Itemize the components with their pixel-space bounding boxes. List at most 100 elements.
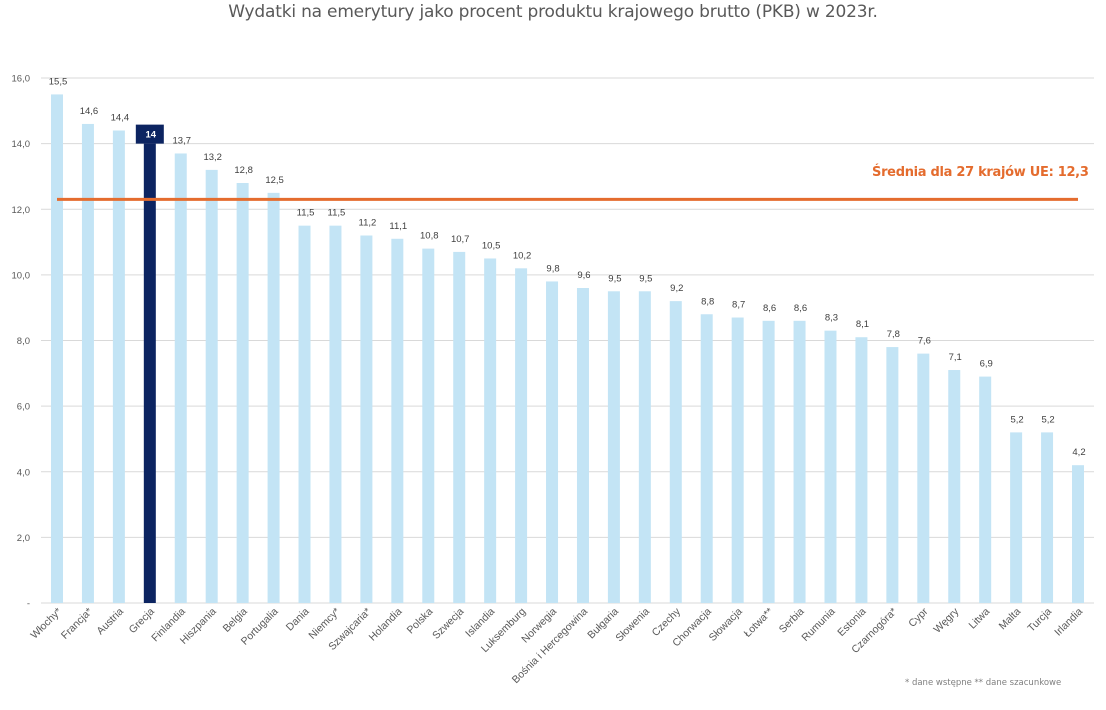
average-line-label: Średnia dla 27 krajów UE: 12,3 [872,165,1089,180]
bar [886,347,899,603]
value-label: 7,8 [887,329,900,340]
x-tick-label: Węgry [931,605,961,635]
bar [484,258,497,603]
y-tick-label: 6,0 [17,402,30,413]
y-axis-ticks: - 2,0 4,0 6,0 8,0 10,0 12,0 14,0 16,0 [12,74,31,610]
bar [855,337,868,603]
x-tick-label: Szwecja [430,606,466,642]
value-label: 9,2 [670,283,683,294]
value-label: 8,1 [856,319,869,330]
x-tick-label: Malta [997,606,1024,633]
bar [51,94,63,603]
value-label: 8,6 [763,303,776,314]
x-tick-label: Cypr [906,605,931,630]
value-label: 11,1 [389,221,407,232]
bar [1072,465,1084,603]
x-tick-label: Łotwa** [742,606,776,640]
bar [669,301,682,603]
value-label: 9,8 [546,263,559,274]
x-tick-label: Belgia [221,606,250,635]
bar [979,376,992,603]
bar [700,314,713,603]
value-label: 5,2 [1011,414,1024,425]
value-label: 4,2 [1072,447,1085,458]
x-tick-label: Austria [94,606,126,638]
chart-title: Wydatki na emerytury jako procent produk… [228,2,878,22]
x-tick-label: Holandia [367,606,405,644]
x-tick-label: Litwa [966,606,992,632]
x-axis-labels: Włochy*Francja* Austria GrecjaFinlandiaHis… [28,605,1085,686]
bar [731,317,744,603]
bar [298,225,311,603]
value-label: 12,8 [234,165,253,176]
gridlines [41,77,1094,604]
bar [329,225,342,603]
value-label: 8,8 [701,296,714,307]
bar [422,248,435,603]
y-tick-label: 2,0 [17,533,30,544]
y-tick-label: 12,0 [12,205,31,216]
value-label: 5,2 [1041,414,1054,425]
bar [917,353,930,603]
bar [453,251,466,603]
y-tick-label: 10,0 [12,270,31,281]
bars [51,94,1084,603]
bar [267,192,280,603]
value-label: 11,2 [358,218,376,229]
bar [638,291,651,603]
value-label: 10,8 [420,231,439,242]
value-label: 7,1 [949,352,962,363]
bar [1041,432,1054,603]
bar [174,153,187,603]
x-tick-label: Serbia [777,606,807,636]
bar [762,320,775,603]
value-label: 15,5 [49,76,68,87]
value-label: 9,5 [608,273,621,284]
bar [607,291,620,603]
y-tick-label: 8,0 [17,336,30,347]
x-tick-label: Słowacja [707,606,745,644]
value-label: 10,5 [482,240,501,251]
bar [391,238,404,603]
value-label: 13,7 [173,135,192,146]
bar [948,370,961,603]
y-tick-label: - [27,599,30,610]
y-tick-label: 4,0 [17,467,30,478]
bar [81,123,94,603]
value-label: 8,3 [825,313,838,324]
value-label: 13,2 [203,152,222,163]
value-label: 10,7 [451,234,470,245]
bar [515,268,528,603]
x-tick-label: Dania [284,606,312,634]
bar [546,281,559,603]
footnote: * dane wstępne ** dane szacunkowe [905,678,1062,688]
value-label: 14 [146,130,157,141]
bar [143,143,156,603]
value-label: 11,5 [328,208,346,219]
bar [205,169,218,603]
bar [1010,432,1023,603]
bar [360,235,373,603]
x-tick-label: Francja* [59,606,95,642]
value-label: 9,6 [577,270,590,281]
value-label: 9,5 [639,273,652,284]
x-tick-label: Turcja [1025,606,1054,635]
value-label: 14,6 [80,106,99,117]
bar [824,330,837,603]
value-label: 12,5 [265,175,284,186]
y-tick-label: 16,0 [12,74,31,85]
value-labels: 15,5 14,6 14,4 14 13,7 13,2 12,8 12,5 11,5 11,5 11… [49,76,1086,458]
x-tick-label: Słowenia [613,606,652,645]
value-label: 7,6 [918,336,931,347]
x-tick-label: Rumunia [799,606,837,644]
bar [112,130,125,603]
bar [576,288,589,603]
bar [236,183,249,603]
bar [793,320,806,603]
y-tick-label: 14,0 [12,139,31,150]
value-label: 14,4 [111,113,130,124]
x-tick-label: Irlandia [1052,606,1085,639]
value-label: 8,6 [794,303,807,314]
value-label: 10,2 [513,250,532,261]
x-tick-label: Włochy* [28,606,64,642]
